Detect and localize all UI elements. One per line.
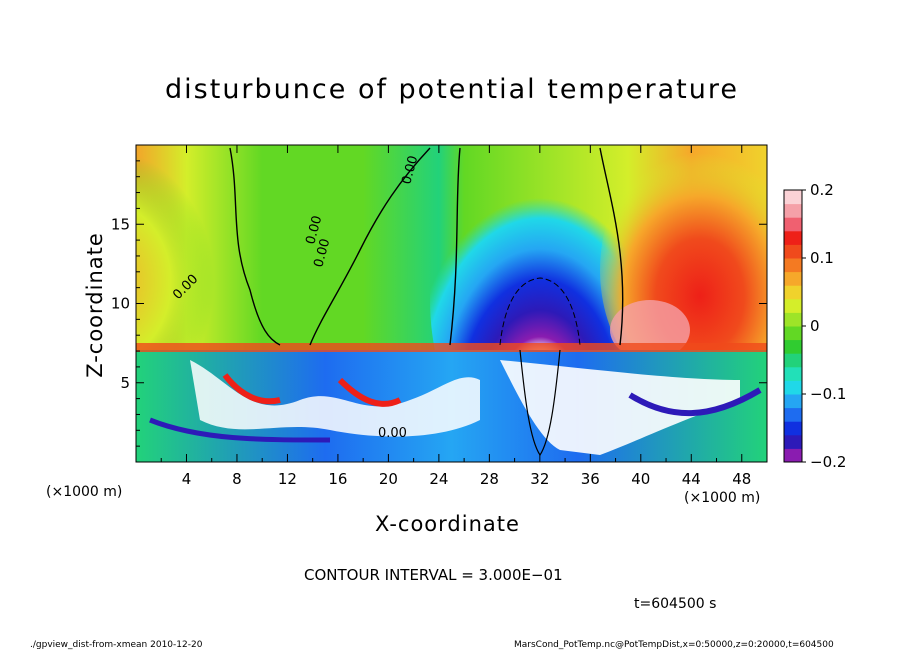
colorbar-swatch (784, 421, 802, 436)
colorbar-swatch (784, 312, 802, 327)
x-tick-label: 36 (581, 470, 600, 488)
colorbar-swatch (784, 217, 802, 232)
colorbar-swatch (784, 244, 802, 259)
footer-right: MarsCond_PotTemp.nc@PotTempDist,x=0:5000… (514, 640, 834, 650)
x-tick-label: 20 (379, 470, 398, 488)
colorbar-tick-label: −0.1 (810, 385, 846, 403)
colorbar-swatch (784, 298, 802, 313)
contour-interval-text: CONTOUR INTERVAL = 3.000E−01 (304, 566, 563, 584)
x-tick-label: 12 (278, 470, 297, 488)
x-tick-label: 16 (328, 470, 347, 488)
colorbar-tick-label: 0 (810, 317, 820, 335)
x-tick-label: 28 (480, 470, 499, 488)
colorbar-swatch (784, 258, 802, 273)
x-tick-label: 24 (429, 470, 448, 488)
colorbar-swatch (784, 380, 802, 395)
y-tick-label: 5 (120, 374, 130, 392)
colorbar-swatch (784, 203, 802, 218)
contour-label: 0.00 (378, 426, 407, 441)
colorbar-swatch (784, 448, 802, 463)
x-tick-label: 4 (182, 470, 192, 488)
colorbar-swatch (784, 190, 802, 205)
x-tick-label: 44 (682, 470, 701, 488)
y-axis-label: Z-coordinate (83, 232, 107, 378)
colorbar-tick-label: 0.1 (810, 249, 834, 267)
x-axis: 4 8 12 16 20 24 28 32 36 40 44 48 (135, 145, 768, 488)
footer-left: ./gpview_dist-from-xmean 2010-12-20 (30, 640, 203, 650)
y-tick-label: 15 (111, 215, 130, 233)
x-tick-label: 48 (732, 470, 751, 488)
colorbar-tick-label: −0.2 (810, 453, 846, 471)
contour-label: 0.00 (399, 154, 421, 186)
contour-label: 0.00 (303, 214, 325, 246)
heatmap-field (136, 145, 767, 462)
x-tick-label: 8 (232, 470, 242, 488)
chart-title: disturbunce of potential temperature (165, 74, 739, 105)
colorbar-swatch (784, 434, 802, 449)
x-tick-label: 40 (631, 470, 650, 488)
time-text: t=604500 s (634, 596, 717, 612)
colorbar-swatch (784, 285, 802, 300)
y-axis: 5 10 15 (111, 160, 767, 447)
colorbar-swatch (784, 407, 802, 422)
x-unit-label-left: (×1000 m) (46, 484, 123, 500)
x-axis-label: X-coordinate (375, 512, 520, 536)
colorbar: 0.2 0.1 0 −0.1 −0.2 (783, 181, 846, 471)
colorbar-swatch (784, 230, 802, 245)
colorbar-swatch (784, 339, 802, 354)
y-tick-label: 10 (111, 295, 130, 313)
colorbar-tick-label: 0.2 (810, 181, 834, 199)
colorbar-swatch (784, 326, 802, 341)
x-tick-label: 32 (530, 470, 549, 488)
contour-label: 0.00 (311, 237, 333, 269)
colorbar-swatch (784, 366, 802, 381)
x-unit-label-right: (×1000 m) (684, 490, 761, 506)
colorbar-swatch (784, 394, 802, 409)
colorbar-swatch (784, 353, 802, 368)
colorbar-swatch (784, 271, 802, 286)
